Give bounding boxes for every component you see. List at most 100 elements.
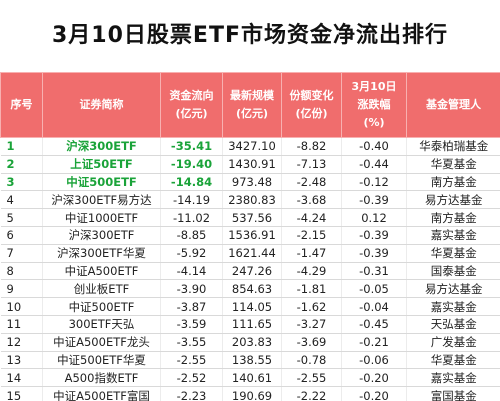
table-row: 5 中证1000ETF -11.02 537.56 -4.24 0.12 南方基金: [0, 208, 500, 227]
header-pct-line1: 3月10日: [351, 80, 397, 93]
cell-latest-scale: 1430.91: [222, 155, 282, 174]
cell-no: 13: [0, 351, 43, 370]
cell-change-pct: -0.39: [341, 190, 407, 210]
cell-no: 6: [0, 226, 43, 245]
table-row: 10 中证500ETF -3.87 114.05 -1.62 -0.04 嘉实基金: [0, 297, 500, 316]
cell-latest-scale: 138.55: [222, 351, 282, 370]
cell-fund-flow: -11.02: [160, 208, 223, 227]
cell-change-pct: -0.21: [341, 333, 407, 352]
header-share-line2: (亿份): [295, 107, 328, 120]
header-pct-line3: (%): [363, 116, 385, 129]
header-flow-line1: 资金流向: [169, 89, 214, 102]
table-row: 3 中证500ETF -14.84 973.48 -2.48 -0.12 南方基金: [0, 173, 500, 192]
cell-latest-scale: 973.48: [222, 173, 282, 192]
table-header-row: 序号 证券简称 资金流向 (亿元) 最新规模 (亿元) 份额变化 (亿份) 3月…: [0, 72, 500, 138]
cell-latest-scale: 114.05: [222, 297, 282, 316]
cell-no: 5: [0, 208, 43, 227]
etf-outflow-table: 序号 证券简称 资金流向 (亿元) 最新规模 (亿元) 份额变化 (亿份) 3月…: [0, 72, 500, 401]
cell-fund-manager: 天弘基金: [406, 315, 500, 334]
cell-fund-manager: 南方基金: [406, 173, 500, 192]
cell-no: 4: [0, 190, 43, 210]
cell-fund-flow: -8.85: [160, 226, 223, 245]
cell-fund-manager: 嘉实基金: [406, 226, 500, 245]
cell-latest-scale: 1621.44: [222, 244, 282, 263]
cell-fund-flow: -4.14: [160, 262, 223, 281]
cell-change-pct: -0.20: [341, 386, 407, 401]
cell-security-name: 创业板ETF: [42, 279, 161, 299]
header-pct: 3月10日 涨跌幅 (%): [341, 72, 407, 138]
cell-share-change: -3.69: [281, 333, 342, 352]
cell-fund-flow: -19.40: [160, 155, 223, 174]
cell-no: 15: [0, 386, 43, 401]
cell-latest-scale: 140.61: [222, 368, 282, 388]
cell-fund-flow: -5.92: [160, 244, 223, 263]
cell-latest-scale: 190.69: [222, 386, 282, 401]
cell-latest-scale: 537.56: [222, 208, 282, 227]
cell-share-change: -4.29: [281, 262, 342, 281]
cell-latest-scale: 3427.10: [222, 137, 282, 156]
header-share: 份额变化 (亿份): [281, 72, 342, 138]
table-row: 11 300ETF天弘 -3.59 111.65 -3.27 -0.45 天弘基金: [0, 315, 500, 334]
cell-change-pct: -0.06: [341, 351, 407, 370]
header-pct-line2: 涨跌幅: [357, 98, 391, 111]
cell-fund-manager: 国泰基金: [406, 262, 500, 281]
cell-fund-flow: -3.87: [160, 297, 223, 316]
cell-share-change: -3.27: [281, 315, 342, 334]
cell-security-name: 沪深300ETF易方达: [42, 190, 161, 210]
table-row: 14 A500指数ETF -2.52 140.61 -2.55 -0.20 嘉实基金: [0, 368, 500, 388]
cell-share-change: -7.13: [281, 155, 342, 174]
cell-fund-flow: -14.84: [160, 173, 223, 192]
table-row: 6 沪深300ETF -8.85 1536.91 -2.15 -0.39 嘉实基金: [0, 226, 500, 245]
cell-no: 3: [0, 173, 43, 192]
cell-security-name: 沪深300ETF华夏: [42, 244, 161, 263]
cell-share-change: -2.15: [281, 226, 342, 245]
header-manager: 基金管理人: [406, 72, 500, 138]
cell-no: 10: [0, 297, 43, 316]
cell-security-name: 中证A500ETF富国: [42, 386, 161, 401]
cell-change-pct: -0.39: [341, 226, 407, 245]
table-row: 15 中证A500ETF富国 -2.23 190.69 -2.22 -0.20 富国基金: [0, 386, 500, 401]
cell-latest-scale: 203.83: [222, 333, 282, 352]
cell-latest-scale: 1536.91: [222, 226, 282, 245]
cell-change-pct: 0.12: [341, 208, 407, 227]
table-row: 4 沪深300ETF易方达 -14.19 2380.83 -3.68 -0.39 易方达基金: [0, 190, 500, 210]
header-flow-line2: (亿元): [175, 107, 208, 120]
cell-security-name: 沪深300ETF: [42, 226, 161, 245]
cell-fund-flow: -3.59: [160, 315, 223, 334]
cell-no: 9: [0, 279, 43, 299]
cell-change-pct: -0.20: [341, 368, 407, 388]
cell-fund-flow: -3.55: [160, 333, 223, 352]
cell-change-pct: -0.12: [341, 173, 407, 192]
header-share-line1: 份额变化: [289, 89, 334, 102]
cell-fund-flow: -2.55: [160, 351, 223, 370]
header-no: 序号: [0, 72, 43, 138]
cell-change-pct: -0.45: [341, 315, 407, 334]
cell-fund-manager: 富国基金: [406, 386, 500, 401]
cell-fund-flow: -3.90: [160, 279, 223, 299]
cell-latest-scale: 2380.83: [222, 190, 282, 210]
cell-fund-flow: -35.41: [160, 137, 223, 156]
cell-change-pct: -0.44: [341, 155, 407, 174]
cell-change-pct: -0.31: [341, 262, 407, 281]
cell-no: 1: [0, 137, 43, 156]
table-body: 1 沪深300ETF -35.41 3427.10 -8.82 -0.40 华泰柏瑞基金 2 上…: [0, 137, 500, 401]
cell-share-change: -2.48: [281, 173, 342, 192]
table-row: 8 中证A500ETF -4.14 247.26 -4.29 -0.31 国泰基金: [0, 262, 500, 281]
cell-share-change: -1.47: [281, 244, 342, 263]
cell-security-name: 中证500ETF: [42, 297, 161, 316]
cell-latest-scale: 854.63: [222, 279, 282, 299]
table-row: 9 创业板ETF -3.90 854.63 -1.81 -0.05 易方达基金: [0, 279, 500, 299]
cell-no: 7: [0, 244, 43, 263]
table-row: 12 中证A500ETF龙头 -3.55 203.83 -3.69 -0.21 广发基金: [0, 333, 500, 352]
cell-security-name: 中证500ETF华夏: [42, 351, 161, 370]
cell-fund-manager: 易方达基金: [406, 279, 500, 299]
cell-share-change: -4.24: [281, 208, 342, 227]
cell-fund-manager: 华夏基金: [406, 351, 500, 370]
cell-change-pct: -0.39: [341, 244, 407, 263]
cell-change-pct: -0.40: [341, 137, 407, 156]
cell-fund-manager: 嘉实基金: [406, 368, 500, 388]
cell-no: 2: [0, 155, 43, 174]
cell-fund-manager: 南方基金: [406, 208, 500, 227]
cell-share-change: -8.82: [281, 137, 342, 156]
